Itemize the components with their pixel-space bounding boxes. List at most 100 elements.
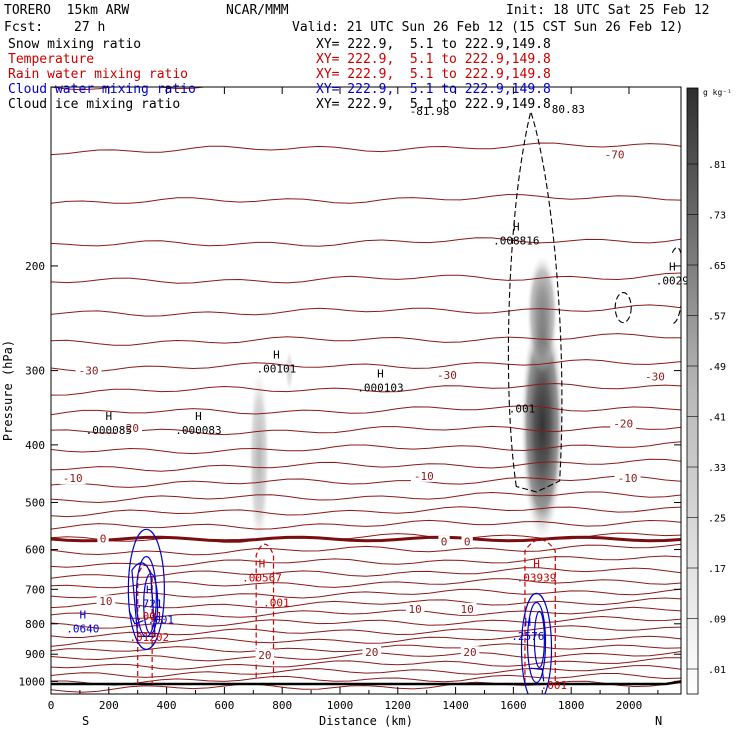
temperature-label: 10 xyxy=(99,595,112,608)
extremum-value: .01202 xyxy=(129,631,169,644)
temperature-label: -20 xyxy=(613,417,633,430)
temperature-label: 20 xyxy=(258,649,271,662)
temperature-label: 0 xyxy=(441,536,448,549)
temperature-label: -30 xyxy=(645,371,665,384)
temperature-contour xyxy=(51,519,681,530)
temperature-label: 20 xyxy=(463,646,476,659)
extremum-mark: H xyxy=(195,410,202,423)
legend-field-name: Temperature xyxy=(8,52,95,67)
extremum-value: .0640 xyxy=(66,622,99,635)
legend-field-name: Cloud ice mixing ratio xyxy=(8,97,181,112)
temperature-label: -10 xyxy=(63,472,83,485)
temperature-contour xyxy=(51,634,681,647)
temperature-label-bg xyxy=(457,602,477,615)
legend-field-name: Cloud water mixing ratio xyxy=(8,82,196,97)
colorbar-label: .57 xyxy=(708,312,726,323)
snow-shading-small xyxy=(248,362,271,553)
temperature-label: -70 xyxy=(605,149,625,162)
colorbar-label: .09 xyxy=(708,615,726,626)
north-label: N xyxy=(655,714,662,728)
legend-section-coords: XY= 222.9, 5.1 to 222.9,149.8 xyxy=(316,82,551,97)
temperature-contour xyxy=(51,458,681,472)
temperature-contour xyxy=(51,441,681,455)
y-tick-label: 300 xyxy=(25,365,45,378)
cloud-water-contour xyxy=(530,667,545,682)
colorbar-label: .01 xyxy=(708,665,726,676)
y-tick-label: 900 xyxy=(25,648,45,661)
temperature-label: 20 xyxy=(365,646,378,659)
cloud-ice-contour xyxy=(671,247,681,325)
temperature-contour xyxy=(51,665,681,678)
x-tick-label: 400 xyxy=(157,699,177,712)
temperature-contour xyxy=(51,142,681,156)
temperature-contour xyxy=(51,304,681,317)
temperature-contour xyxy=(51,237,681,247)
valid-time: Valid: 21 UTC Sun 26 Feb 12 (15 CST Sun … xyxy=(292,20,684,35)
colorbar-label: .49 xyxy=(708,362,726,373)
temperature-contour xyxy=(51,333,681,346)
colorbar-unit: g kg⁻¹ xyxy=(703,88,732,97)
cloud-water-contour xyxy=(128,610,144,625)
temperature-contour xyxy=(51,475,681,488)
extremum-mark: H xyxy=(513,221,520,234)
extremum-mark: H xyxy=(146,584,153,597)
temperature-contour xyxy=(51,193,681,204)
x-tick-label: 200 xyxy=(99,699,119,712)
temperature-contour xyxy=(51,657,681,670)
temperature-contour xyxy=(51,673,681,686)
extremum-mark: H xyxy=(259,557,266,570)
y-tick-label: 400 xyxy=(25,439,45,452)
x-tick-label: 0 xyxy=(48,699,55,712)
x-tick-label: 1400 xyxy=(442,699,469,712)
extremum-value: .000085 xyxy=(86,424,132,437)
y-tick-label: 500 xyxy=(25,496,45,509)
init-time: Init: 18 UTC Sat 25 Feb 12 xyxy=(506,3,710,18)
cloud-water-contour xyxy=(143,573,159,635)
colorbar-label: .41 xyxy=(708,413,726,424)
extremum-value: .0029 xyxy=(656,275,689,288)
temperature-label-bg xyxy=(362,646,382,659)
snow-shading-main-upper xyxy=(526,252,559,373)
temperature-label: 0 xyxy=(464,536,471,549)
temperature-label-bg xyxy=(642,370,668,383)
temperature-contour xyxy=(51,543,681,556)
legend-section-coords: XY= 222.9, 5.1 to 222.9,149.8 xyxy=(316,37,551,52)
temperature-label-bg xyxy=(433,368,460,381)
temperature-label-bg xyxy=(461,535,473,548)
extremum-mark: H xyxy=(105,410,112,423)
south-label: S xyxy=(82,714,89,728)
cloud-water-contour xyxy=(520,592,553,694)
temperature-label-bg xyxy=(614,472,641,485)
y-tick-label: 800 xyxy=(25,618,45,631)
x-tick-label: 2000 xyxy=(616,699,643,712)
temperature-label-bg xyxy=(460,646,480,659)
rain-contour xyxy=(255,543,275,678)
extremum-value: .000083 xyxy=(175,424,221,437)
y-tick-label: 700 xyxy=(25,583,45,596)
model-title: TORERO 15km ARW xyxy=(4,3,130,18)
extremum-value: .721 xyxy=(136,598,163,611)
temperature-contour xyxy=(51,382,681,396)
extremum-mark: H xyxy=(669,261,676,274)
temperature-label: -10 xyxy=(618,472,638,485)
extremum-value: .001 xyxy=(263,597,290,610)
x-tick-label: 600 xyxy=(214,699,234,712)
colorbar-label: .33 xyxy=(708,463,726,474)
temperature-label-bg xyxy=(601,148,628,161)
temperature-contour xyxy=(51,359,681,373)
extremum-value: .00101 xyxy=(257,362,297,375)
extremum-mark: H xyxy=(273,348,280,361)
extremum-value: .000103 xyxy=(357,382,403,395)
temperature-label-bg xyxy=(405,602,425,615)
temperature-contour xyxy=(51,606,681,619)
cloud-water-contour xyxy=(127,528,165,650)
temperature-label-bg xyxy=(410,469,437,482)
colorbar-label: .73 xyxy=(708,211,726,222)
extremum-value: .00567 xyxy=(242,571,282,584)
temperature-label-bg xyxy=(75,364,102,377)
legend-field-name: Snow mixing ratio xyxy=(8,37,142,52)
x-tick-label: 800 xyxy=(272,699,292,712)
temperature-label-bg xyxy=(97,532,109,545)
x-axis-label: Distance (km) xyxy=(319,714,413,728)
